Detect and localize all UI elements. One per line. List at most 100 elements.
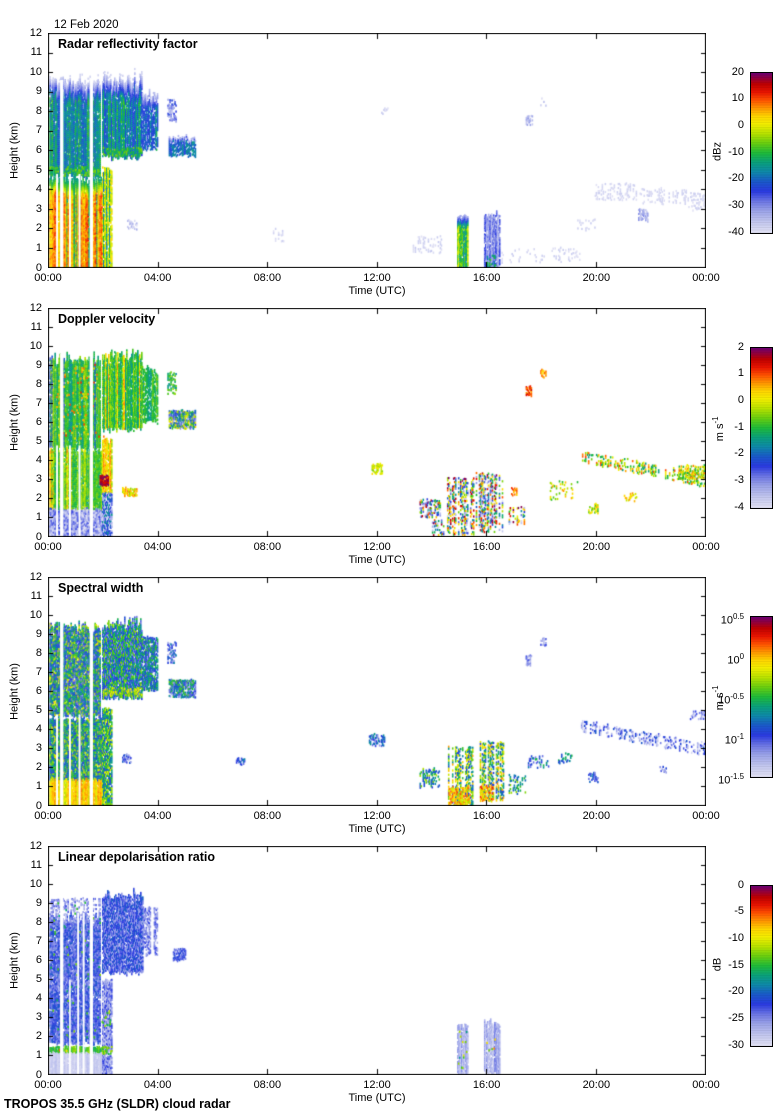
x-tick-label: 12:00 — [363, 272, 391, 284]
colorbar-tick-label: 100.5 — [720, 611, 744, 627]
y-tick-label: 6 — [35, 144, 42, 156]
y-tick-label: 5 — [35, 163, 42, 176]
y-tick-label: 7 — [35, 124, 42, 137]
x-tick-label: 08:00 — [253, 541, 282, 553]
y-tick-label: 4 — [35, 723, 42, 736]
panel-reflectivity: Radar reflectivity factor — [48, 33, 706, 268]
y-tick-label: 0 — [35, 1068, 42, 1081]
y-tick-label: 5 — [35, 973, 42, 986]
colorbar-tick-label: 2 — [737, 340, 744, 353]
x-tick-label: 20:00 — [582, 541, 611, 553]
panel-title-reflectivity: Radar reflectivity factor — [58, 37, 198, 51]
y-tick-label: 7 — [35, 934, 42, 947]
y-tick-label: 3 — [35, 1011, 42, 1024]
y-tick-label: 6 — [35, 954, 42, 966]
x-tick-label: 08:00 — [253, 1079, 282, 1091]
exponent: 0.5 — [733, 611, 744, 621]
x-axis-label: Time (UTC) — [348, 285, 406, 297]
x-axis-label: Time (UTC) — [348, 554, 406, 566]
x-axis-label: Time (UTC) — [348, 823, 406, 835]
colorbar-stripes — [751, 348, 772, 508]
y-tick-label: 8 — [35, 915, 42, 928]
colorbar-tick-label: -20 — [728, 985, 744, 998]
y-tick-label: 10 — [29, 877, 42, 890]
y-tick-label: 11 — [30, 320, 42, 333]
x-tick-label: 08:00 — [253, 272, 282, 284]
colorbar-unit-label: dBz — [711, 142, 724, 161]
colorbar — [750, 885, 773, 1047]
y-tick-label: 1 — [35, 780, 42, 793]
y-tick-label: 9 — [35, 896, 42, 909]
colorbar-tick-label: 10-1.5 — [718, 771, 744, 787]
x-tick-label: 20:00 — [582, 1079, 611, 1091]
x-tick-label: 04:00 — [143, 810, 172, 822]
y-tick-label: 0 — [35, 799, 42, 812]
x-tick-label: 16:00 — [472, 541, 501, 553]
y-tick-label: 3 — [35, 742, 42, 755]
x-tick-label: 00:00 — [34, 1079, 62, 1091]
exponent: -1 — [711, 685, 721, 693]
y-tick-label: 0 — [35, 261, 42, 274]
x-tick-label: 20:00 — [582, 810, 611, 822]
y-tick-label: 10 — [29, 65, 42, 78]
colorbar-tick-label: -25 — [728, 1011, 744, 1024]
colorbar-unit-label: m s-1 — [711, 416, 726, 442]
x-tick-label: 00:00 — [692, 810, 720, 822]
x-tick-label: 12:00 — [363, 1079, 391, 1091]
y-tick-label: 8 — [35, 646, 42, 659]
y-tick-label: 0 — [35, 530, 42, 543]
y-tick-label: 8 — [35, 377, 42, 390]
x-tick-label: 00:00 — [34, 541, 62, 553]
colorbar-stripes — [751, 886, 772, 1046]
y-tick-label: 5 — [35, 704, 42, 717]
y-tick-label: 4 — [35, 183, 42, 196]
y-tick-label: 11 — [30, 858, 42, 871]
x-tick-label: 12:00 — [363, 810, 391, 822]
y-tick-label: 12 — [29, 839, 42, 852]
y-tick-label: 2 — [35, 761, 42, 774]
y-tick-label: 7 — [35, 665, 42, 678]
colorbar-tick-label: 10-1 — [724, 731, 744, 747]
panel-ldr: Linear depolarisation ratio — [48, 846, 706, 1075]
panel-title-doppler-velocity: Doppler velocity — [58, 312, 156, 326]
colorbar-unit-label: dB — [711, 957, 724, 972]
colorbar-tick-label: 0 — [737, 393, 744, 406]
y-tick-label: 12 — [29, 301, 42, 314]
colorbar-tick-label: 10-0.5 — [718, 691, 744, 707]
y-tick-label: 12 — [29, 26, 42, 39]
y-tick-label: 7 — [35, 396, 42, 409]
x-tick-label: 00:00 — [692, 541, 720, 553]
panel-title-spectral-width: Spectral width — [58, 581, 144, 595]
y-tick-label: 2 — [35, 1030, 42, 1043]
y-tick-label: 1 — [35, 241, 42, 254]
colorbar-tick-label: -1 — [734, 420, 744, 433]
colorbar-tick-label: -5 — [734, 905, 744, 918]
colorbar-stripes — [751, 73, 772, 233]
colorbar — [750, 72, 773, 234]
exponent: -1 — [711, 416, 721, 424]
colorbar-tick-label: 100 — [727, 651, 744, 667]
colorbar-tick-label: 0 — [737, 118, 744, 131]
x-tick-label: 12:00 — [363, 541, 391, 553]
colorbar-tick-label: -40 — [728, 225, 744, 238]
x-tick-label: 16:00 — [472, 810, 501, 822]
panel-doppler-velocity: Doppler velocity — [48, 308, 706, 537]
x-tick-label: 04:00 — [143, 1079, 172, 1091]
y-tick-label: 1 — [35, 511, 42, 524]
colorbar-tick-label: -30 — [728, 198, 744, 211]
colorbar — [750, 616, 773, 778]
colorbar-tick-label: -30 — [728, 1038, 744, 1051]
x-tick-label: 16:00 — [472, 272, 501, 284]
y-tick-label: 9 — [35, 358, 42, 371]
y-tick-label: 3 — [35, 473, 42, 486]
y-tick-label: 5 — [35, 435, 42, 448]
x-tick-label: 00:00 — [692, 272, 720, 284]
colorbar-stripes — [751, 617, 772, 777]
x-axis-label: Time (UTC) — [348, 1092, 406, 1104]
date-label: 12 Feb 2020 — [54, 19, 119, 31]
y-tick-label: 6 — [35, 685, 42, 697]
exponent: -1.5 — [730, 771, 744, 781]
colorbar-unit-label: m s-1 — [711, 685, 726, 711]
x-tick-label: 00:00 — [34, 272, 62, 284]
